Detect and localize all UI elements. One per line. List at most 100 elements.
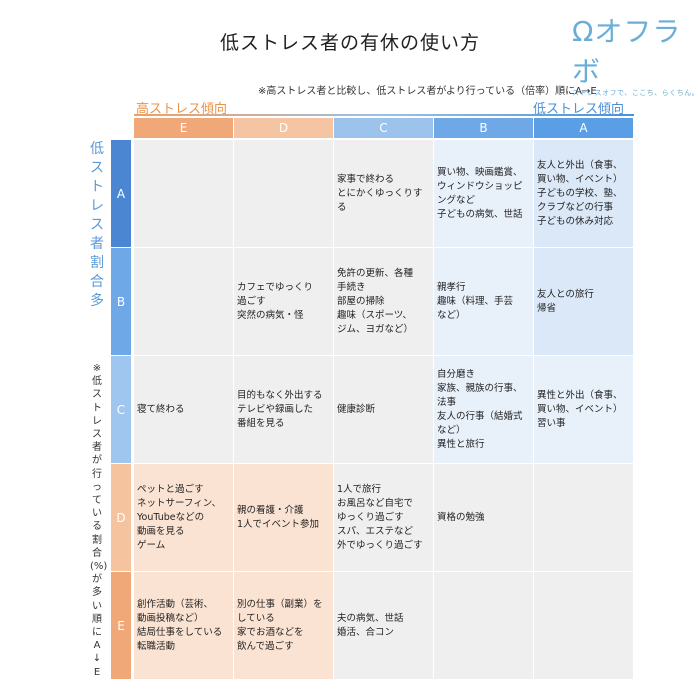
cell-text-line: 習い事 [537,417,566,429]
column-header-c: C [334,118,433,138]
cell-text-line: 親孝行 [437,281,466,293]
cell-text-line: スパ、エステなど [337,525,414,537]
cell-text-line: している [237,612,275,624]
cell-a-d [234,140,333,247]
cell-text-line: 番組を見る [237,417,285,429]
cell-text-line: 健康診断 [337,403,376,415]
cell-text-line: テレビや録画した [237,403,314,415]
cell-b-e [134,248,233,355]
stress-gradient-line [134,114,634,116]
cell-d-b: 資格の勉強 [434,464,533,571]
cell-text-line: 家族、親族の行事、 [437,382,523,394]
cell-text-line: 動画を見る [137,525,185,537]
cell-text-line: 家事で終わる [337,173,395,185]
cell-a-b: 買い物、映画鑑賞、 ウィンドウショッピ ングなど 子どもの病気、世話 [434,140,533,247]
row-axis-main-label: 低ストレス者割合多 [90,141,104,309]
row-header-b: B [111,248,131,355]
cell-e-b [434,572,533,679]
cell-text-line: 過ごす [237,295,266,307]
cell-text-line: クラブなどの行事 [537,201,614,213]
cell-text-line: 法事 [437,396,457,408]
cell-text-line: ジム、ヨガなど） [337,323,414,335]
cell-text-line: 部屋の掃除 [337,295,385,307]
cell-text-line: 飲んで過ごす [237,640,294,652]
cell-text-line: 趣味（スポーツ、 [337,309,413,321]
cell-text-line: 突然の病気・怪 [237,309,304,321]
cell-text-line: 友人の行事（結婚式 [437,410,523,422]
cell-text-line: 自分磨き [437,368,476,380]
cell-text-line: 婚活、合コン [337,626,395,638]
cell-text-line: とにかくゆっくりす [337,187,423,199]
row-header-c: C [111,356,131,463]
cell-e-d: 別の仕事（副業）を している家でお酒などを 飲んで過ごす [234,572,333,679]
cell-text-line: 異性と旅行 [437,438,485,450]
cell-text-line: 寝て終わる [137,403,185,415]
cell-b-d: カフェでゆっくり 過ごす突然の病気・怪 [234,248,333,355]
column-header-b: B [434,118,533,138]
cell-text-line: など） [437,309,466,321]
row-header-a: A [111,140,131,247]
cell-b-a: 友人との旅行 帰省 [534,248,633,355]
low-stress-label: 低ストレス傾向 [533,102,625,117]
cell-d-a [534,464,633,571]
cell-text-line: 資格の勉強 [437,511,485,523]
ranking-note: ※高ストレス者と比較し、低ストレス者がより行っている（倍率）順にA→E [258,86,597,97]
cell-a-c: 家事で終わるとにかくゆっくりする [334,140,433,247]
cell-text-line: 子どもの学校、塾、 [537,187,623,199]
cell-text-line: お風呂など自宅で [337,497,414,509]
row-header-d: D [111,464,131,571]
cell-e-e: 創作活動（芸術、 動画投稿など） 結局仕事をしている 転職活動 [134,572,233,679]
cell-c-e: 寝て終わる [134,356,233,463]
cell-text-line: カフェでゆっくり [237,281,314,293]
cell-a-e [134,140,233,247]
cell-text-line: 結局仕事をしている [137,626,223,638]
cell-text-line: ゆっくり過ごす [337,511,404,523]
cell-text-line: 友人との旅行 [537,288,594,300]
cell-text-line: 買い物、イベント） [537,403,623,415]
column-header-d: D [234,118,333,138]
cell-text-line: 目的もなく外出する [237,389,323,401]
cell-text-line: 1人でイベント参加 [237,518,320,530]
cell-text-line: 異性と外出（食事、 [537,389,623,401]
cell-text-line: など） [437,424,466,436]
cell-b-b: 親孝行趣味（料理、手芸 など） [434,248,533,355]
cell-c-d: 目的もなく外出する テレビや録画した 番組を見る [234,356,333,463]
logo-mark: Ωオフラボ [572,15,682,88]
cell-text-line: 創作活動（芸術、 [137,598,214,610]
cell-text-line: ウィンドウショッピ [437,180,523,192]
cell-c-c: 健康診断 [334,356,433,463]
column-header-e: E [134,118,233,138]
cell-text-line: 外でゆっくり過ごす [337,539,423,551]
cell-text-line: 1人で旅行 [337,483,382,495]
cell-text-line: 手続き [337,281,366,293]
cell-d-e: ペットと過ごすネットサーフィン、 YouTubeなどの 動画を見るゲーム [134,464,233,571]
cell-text-line: 買い物、映画鑑賞、 [437,166,523,178]
cell-text-line: 動画投稿など） [137,612,204,624]
cell-text-line: 家でお酒などを [237,626,304,638]
logo: Ωオフラボ ストレスオフで、ここち、らくちん。 [572,10,700,98]
cell-text-line: ネットサーフィン、 [137,497,222,509]
high-stress-label: 高ストレス傾向 [136,102,228,117]
cell-b-c: 免許の更新、各種 手続き部屋の掃除趣味（スポーツ、 ジム、ヨガなど） [334,248,433,355]
cell-e-c: 夫の病気、世話 婚活、合コン [334,572,433,679]
cell-text-line: 趣味（料理、手芸 [437,295,514,307]
cell-text-line: 別の仕事（副業）を [237,598,323,610]
logo-subtitle: ストレスオフで、ここち、らくちん。 [572,89,700,97]
page-title: 低ストレス者の有休の使い方 [219,32,480,54]
cell-c-a: 異性と外出（食事、 買い物、イベント） 習い事 [534,356,633,463]
cell-text-line: 買い物、イベント） [537,173,623,185]
cell-text-line: 親の看護・介護 [237,504,304,516]
cell-a-a: 友人と外出（食事、 買い物、イベント） 子どもの学校、塾、 クラブなどの行事 子どもの休… [534,140,633,247]
row-axis-sub-label: ※低ストレス者が行っている割合(%)が多い順にA↓E [90,363,108,678]
cell-text-line: ゲーム [137,539,166,551]
cell-text-line: る [337,201,347,213]
cell-e-a [534,572,633,679]
cell-text-line: YouTubeなどの [137,511,205,523]
cell-d-d: 親の看護・介護 1人でイベント参加 [234,464,333,571]
cell-text-line: 免許の更新、各種 [337,267,414,279]
cell-text-line: 帰省 [537,302,557,314]
cell-d-c: 1人で旅行お風呂など自宅で ゆっくり過ごす スパ、エステなど 外でゆっくり過ごす [334,464,433,571]
column-header-a: A [534,118,633,138]
row-header-e: E [111,572,131,679]
cell-text-line: ペットと過ごす [137,483,204,495]
